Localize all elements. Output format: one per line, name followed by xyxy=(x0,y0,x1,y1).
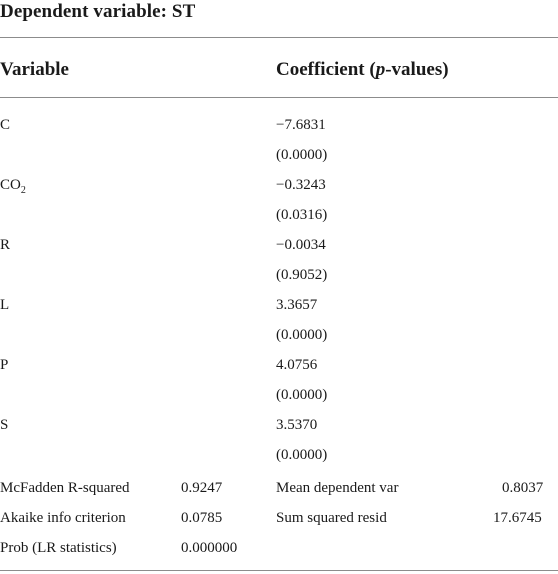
p-value: (0.0000) xyxy=(276,387,328,403)
stat-label: Sum squared resid xyxy=(276,510,387,526)
table-title: Dependent variable: ST xyxy=(0,1,196,22)
stat-value: 0.9247 xyxy=(181,480,223,496)
stat-value: 0.8037 xyxy=(502,480,544,496)
coefficient-value: −7.6831 xyxy=(276,117,326,133)
stat-value: 0.0785 xyxy=(181,510,223,526)
header-variable: Variable xyxy=(0,59,69,80)
coefficient-value: 4.0756 xyxy=(276,357,318,373)
p-value: (0.0000) xyxy=(276,447,328,463)
stat-value: 17.6745 xyxy=(493,510,542,526)
coefficient-value: 3.3657 xyxy=(276,297,318,313)
p-value: (0.9052) xyxy=(276,267,328,283)
variable-name: P xyxy=(0,357,9,373)
stat-value: 0.000000 xyxy=(181,540,238,556)
p-value: (0.0000) xyxy=(276,327,328,343)
stat-label: McFadden R-squared xyxy=(0,480,130,496)
p-value: (0.0000) xyxy=(276,147,328,163)
coefficient-value: −0.0034 xyxy=(276,237,326,253)
stat-label: Akaike info criterion xyxy=(0,510,126,526)
variable-name: S xyxy=(0,417,9,433)
coefficient-value: 3.5370 xyxy=(276,417,318,433)
variable-name: L xyxy=(0,297,10,313)
header-rule xyxy=(0,97,558,98)
stat-label: Prob (LR statistics) xyxy=(0,540,117,556)
header-coefficient: Coefficient (p-values) xyxy=(276,59,449,80)
variable-name: CO2 xyxy=(0,177,26,196)
variable-name: C xyxy=(0,117,11,133)
coefficient-value: −0.3243 xyxy=(276,177,326,193)
stat-label: Mean dependent var xyxy=(276,480,399,496)
bottom-rule xyxy=(0,570,558,571)
top-rule xyxy=(0,37,558,38)
p-value: (0.0316) xyxy=(276,207,328,223)
variable-name: R xyxy=(0,237,11,253)
